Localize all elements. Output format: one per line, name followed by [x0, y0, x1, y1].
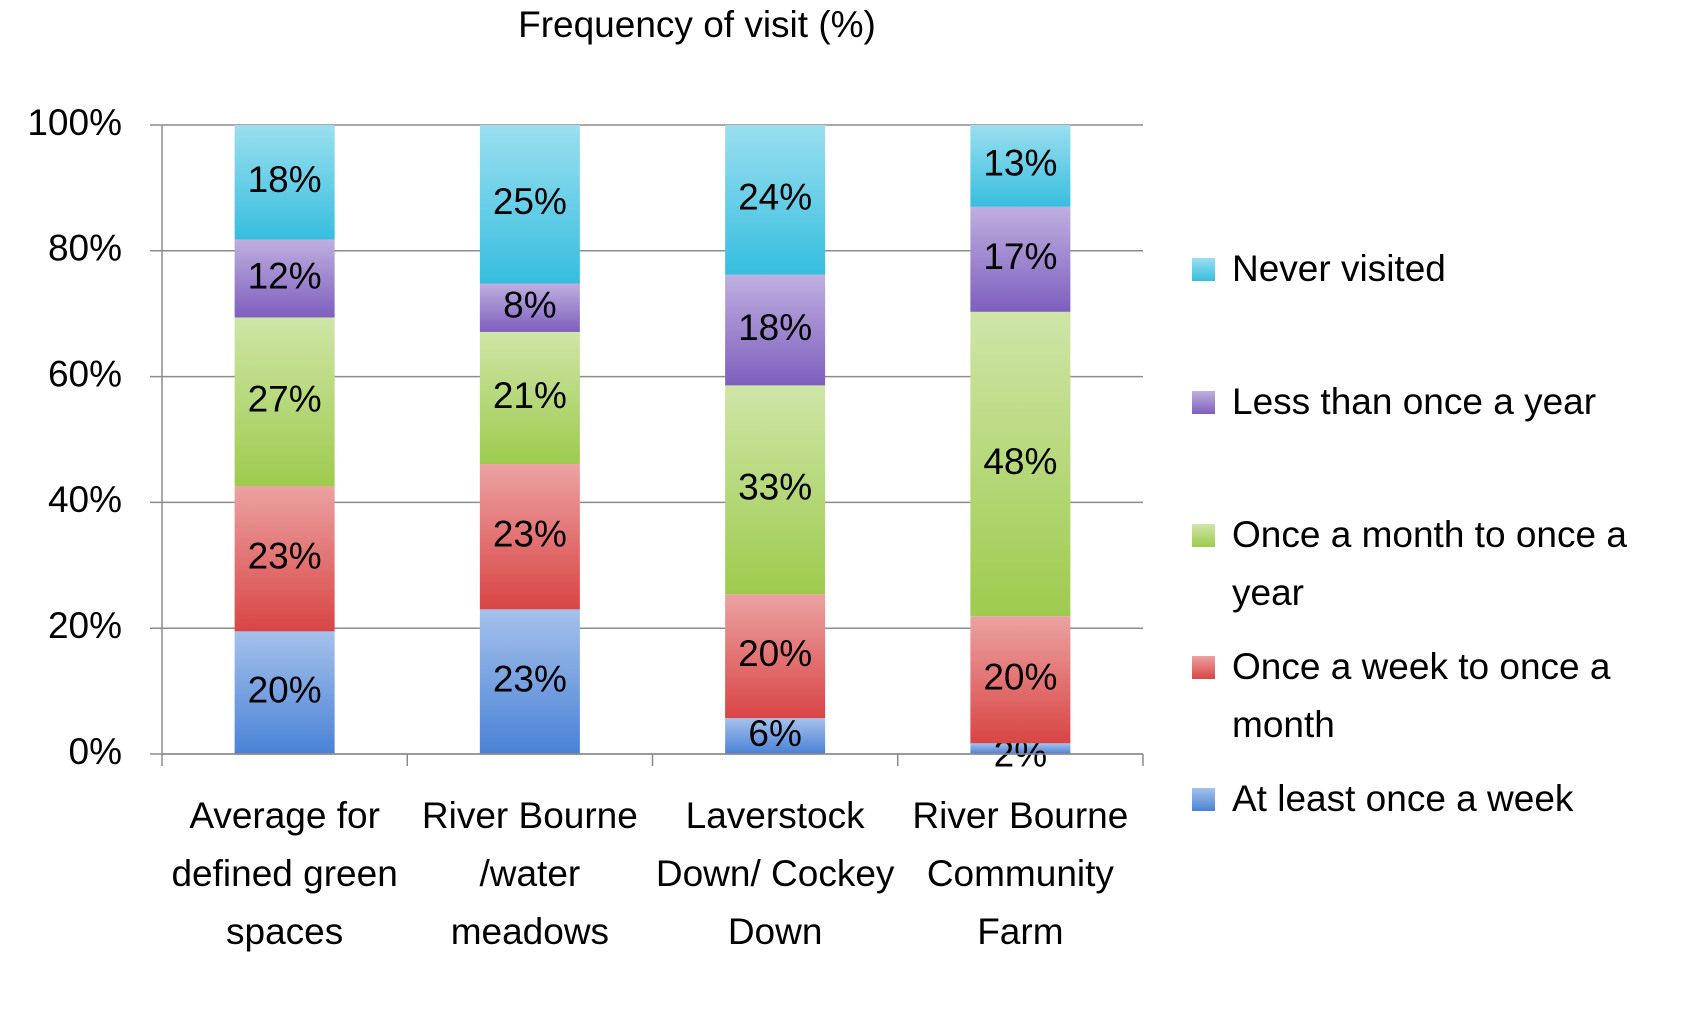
data-label: 33% — [738, 467, 812, 508]
data-label: 8% — [503, 285, 556, 326]
legend-label: Once a month to once a year — [1232, 514, 1627, 613]
bar-segment — [479, 283, 580, 332]
data-label: 48% — [983, 441, 1057, 482]
x-tick-label: River Bourne Community Farm — [912, 795, 1129, 952]
bar-segment — [970, 743, 1071, 754]
legend-swatch — [1192, 391, 1215, 414]
data-label: 21% — [493, 375, 567, 416]
legend-swatch — [1192, 524, 1215, 547]
bar-segment — [479, 464, 580, 610]
x-tick-label: Average for defined green spaces — [171, 795, 398, 952]
data-label: 13% — [983, 143, 1057, 184]
bar-segment — [970, 206, 1071, 312]
legend-swatch — [1192, 258, 1215, 281]
data-label: 25% — [493, 181, 567, 222]
data-label: 17% — [983, 236, 1057, 277]
y-tick-label: 60% — [48, 353, 122, 394]
bar-segment — [479, 331, 580, 465]
bar-segment — [970, 125, 1071, 207]
x-tick-label: River Bourne /water meadows — [421, 795, 638, 952]
data-label: 18% — [248, 159, 322, 200]
legend-swatch — [1192, 656, 1215, 679]
data-label: 27% — [248, 379, 322, 420]
bar-segment — [479, 609, 580, 754]
bar-segment — [479, 125, 580, 284]
y-tick-label: 40% — [48, 479, 122, 520]
data-label: 20% — [248, 669, 322, 710]
data-label: 23% — [493, 658, 567, 699]
bar-segment — [970, 616, 1071, 744]
y-tick-label: 100% — [27, 102, 122, 143]
legend-label: Never visited — [1232, 248, 1446, 289]
y-tick-label: 80% — [48, 228, 122, 269]
bar-segment — [725, 594, 826, 719]
data-label: 18% — [738, 307, 812, 348]
legend-label: At least once a week — [1232, 778, 1574, 819]
bar-segment — [234, 631, 335, 754]
y-tick-label: 20% — [48, 605, 122, 646]
data-label: 20% — [983, 657, 1057, 698]
x-tick-label: Laverstock Down/ Cockey Down — [655, 795, 895, 952]
data-label: 23% — [248, 535, 322, 576]
bar-segment — [234, 239, 335, 318]
chart-title: Frequency of visit (%) — [518, 4, 876, 45]
bar-segment — [725, 385, 826, 595]
data-label: 6% — [748, 713, 801, 754]
data-label: 20% — [738, 633, 812, 674]
bar-segment — [234, 125, 335, 240]
bar-segment — [234, 317, 335, 487]
legend-label: Once a week to once a month — [1232, 646, 1611, 745]
bar-segment — [234, 486, 335, 632]
data-label: 24% — [738, 177, 812, 218]
bar-segment — [725, 125, 826, 275]
legend-swatch — [1192, 788, 1215, 811]
bar-segment — [725, 718, 826, 754]
data-label: 12% — [248, 255, 322, 296]
bar-segment — [970, 311, 1071, 617]
legend-label: Less than once a year — [1232, 381, 1597, 422]
bar-segment — [725, 274, 826, 386]
data-label: 23% — [493, 513, 567, 554]
y-tick-label: 0% — [69, 731, 122, 772]
